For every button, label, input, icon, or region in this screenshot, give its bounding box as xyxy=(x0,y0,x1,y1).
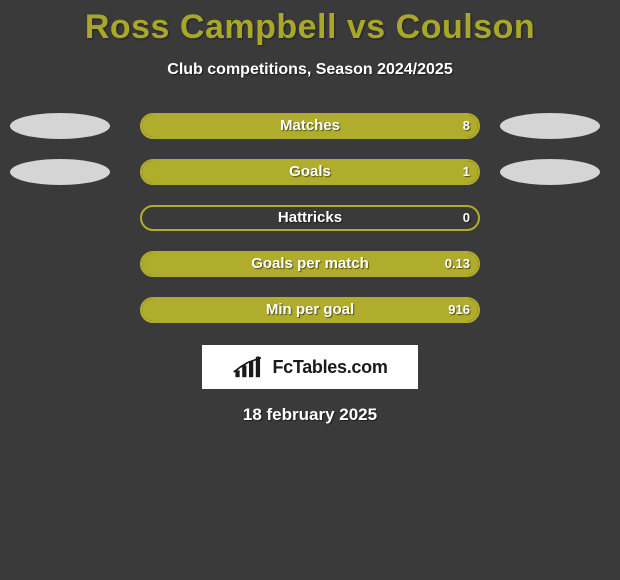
logo-text: FcTables.com xyxy=(272,357,387,378)
page-title: Ross Campbell vs Coulson xyxy=(0,0,620,47)
stat-row: Hattricks0 xyxy=(0,205,620,231)
bar-chart-icon xyxy=(232,355,266,379)
stat-rows: Matches8 Goals1 Hattricks0 Goals per match0… xyxy=(0,113,620,323)
left-player-ellipse xyxy=(10,159,110,185)
stat-bar xyxy=(140,113,480,139)
left-player-ellipse xyxy=(10,113,110,139)
stat-bar-fill xyxy=(142,253,478,275)
stat-bar xyxy=(140,297,480,323)
right-player-ellipse xyxy=(500,113,600,139)
stat-bar-fill xyxy=(142,161,478,183)
stat-bar-fill xyxy=(142,299,478,321)
stat-bar xyxy=(140,251,480,277)
stat-row: Min per goal916 xyxy=(0,297,620,323)
source-logo: FcTables.com xyxy=(202,345,418,389)
date-text: 18 february 2025 xyxy=(0,405,620,425)
subtitle: Club competitions, Season 2024/2025 xyxy=(0,61,620,79)
stat-row: Goals per match0.13 xyxy=(0,251,620,277)
stat-row: Goals1 xyxy=(0,159,620,185)
right-player-ellipse xyxy=(500,159,600,185)
stat-bar xyxy=(140,159,480,185)
stat-bar xyxy=(140,205,480,231)
stat-row: Matches8 xyxy=(0,113,620,139)
comparison-infographic: Ross Campbell vs Coulson Club competitio… xyxy=(0,0,620,425)
stat-bar-fill xyxy=(142,115,478,137)
